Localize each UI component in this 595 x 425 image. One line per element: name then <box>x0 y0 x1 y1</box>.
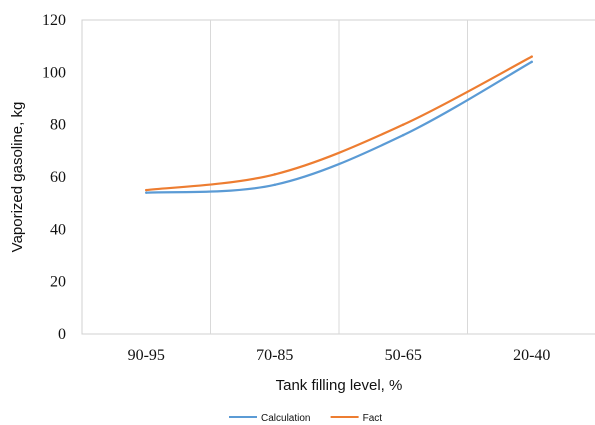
vertical-gridlines <box>210 20 468 334</box>
y-tick-label: 0 <box>58 326 66 343</box>
data-point-fact <box>145 188 148 192</box>
y-tick-label: 120 <box>42 12 66 29</box>
y-tick-label: 20 <box>50 274 66 291</box>
x-axis-title: Tank filling level, % <box>276 377 403 394</box>
y-axis-title: Vaporized gasoline, kg <box>9 102 26 253</box>
y-axis-ticks: 0 20 40 60 80 100 120 <box>42 12 66 343</box>
data-point-calculation <box>402 133 405 137</box>
series-line-calculation <box>145 60 533 194</box>
x-tick-label: 70-85 <box>256 347 293 364</box>
legend: Calculation Fact <box>229 413 382 424</box>
series-lines <box>145 55 533 194</box>
legend-label-calculation: Calculation <box>261 413 310 424</box>
data-point-calculation <box>145 191 148 194</box>
x-tick-label: 90-95 <box>128 347 165 364</box>
y-tick-label: 40 <box>50 221 66 238</box>
data-point-calculation <box>530 60 533 64</box>
legend-label-fact: Fact <box>363 413 383 424</box>
series-line-fact <box>145 55 533 192</box>
y-tick-label: 80 <box>50 117 66 134</box>
x-axis-ticks: 90-95 70-85 50-65 20-40 <box>128 347 551 364</box>
data-point-calculation <box>273 183 276 187</box>
data-point-fact <box>273 173 276 176</box>
x-tick-label: 50-65 <box>385 347 422 364</box>
y-tick-label: 100 <box>42 64 66 81</box>
x-tick-label: 20-40 <box>513 347 550 364</box>
y-tick-label: 60 <box>50 169 66 186</box>
data-point-fact <box>530 55 533 58</box>
data-point-fact <box>402 123 405 126</box>
